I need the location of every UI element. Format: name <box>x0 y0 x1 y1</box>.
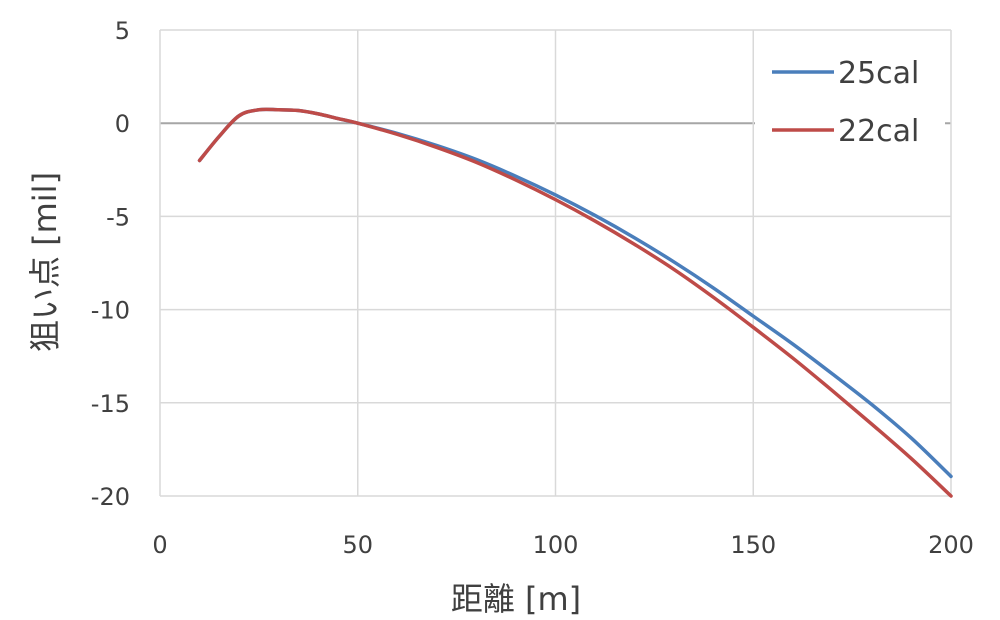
plot-series <box>197 107 953 498</box>
y-axis-title: 狙い点 [mil] <box>26 172 64 352</box>
x-tick-label: 50 <box>342 531 373 559</box>
y-tick-label: -10 <box>91 297 130 325</box>
x-axis-title: 距離 [m] <box>451 580 581 618</box>
y-tick-label: -15 <box>91 390 130 418</box>
legend-label-25cal: 25cal <box>838 56 919 91</box>
legend: 25cal 22cal <box>755 40 945 165</box>
y-axis-ticks: 5 0 -5 -10 -15 -20 <box>91 17 130 511</box>
y-tick-label: -20 <box>91 483 130 511</box>
x-tick-label: 100 <box>533 531 579 559</box>
y-tick-label: 0 <box>115 110 130 138</box>
grid <box>159 29 952 497</box>
x-tick-label: 150 <box>730 531 776 559</box>
legend-background <box>755 40 945 165</box>
y-tick-label: -5 <box>106 203 130 231</box>
y-tick-label: 5 <box>115 17 130 45</box>
legend-label-22cal: 22cal <box>838 114 919 149</box>
series-line-22cal <box>197 107 953 498</box>
x-axis-ticks: 0 50 100 150 200 <box>152 531 974 559</box>
x-tick-label: 0 <box>152 531 167 559</box>
x-tick-label: 200 <box>928 531 974 559</box>
